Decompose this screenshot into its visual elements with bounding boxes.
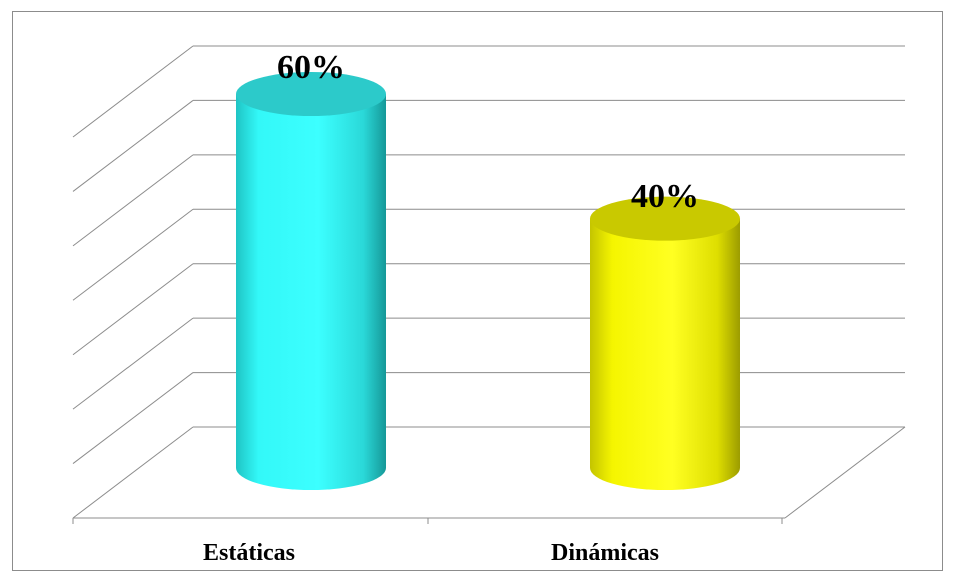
bar-estaticas-top [236, 72, 386, 116]
bar-estaticas [236, 72, 386, 490]
chart-frame [12, 11, 943, 571]
gridline-side [72, 208, 194, 301]
bar-dinamicas-body [590, 218, 740, 490]
gridline-side [72, 317, 194, 410]
floor-right-edge [784, 426, 906, 519]
gridline-side [72, 426, 194, 519]
data-label-dinamicas: 40% [631, 178, 699, 215]
gridline-side [72, 45, 194, 138]
bar-layer [236, 72, 740, 490]
bar-dinamicas-top [590, 196, 740, 241]
gridline-side [72, 154, 194, 247]
bar-dinamicas [590, 196, 740, 490]
gridline-side [72, 100, 194, 192]
data-label-estaticas: 60% [277, 49, 345, 86]
grid-layer [72, 45, 906, 524]
gridline-side [72, 263, 194, 356]
bar-estaticas-body [236, 94, 386, 490]
gridline-side [72, 372, 194, 464]
x-tick-label-dinamicas: Dinámicas [551, 540, 659, 566]
x-tick-label-estaticas: Estáticas [203, 540, 295, 566]
